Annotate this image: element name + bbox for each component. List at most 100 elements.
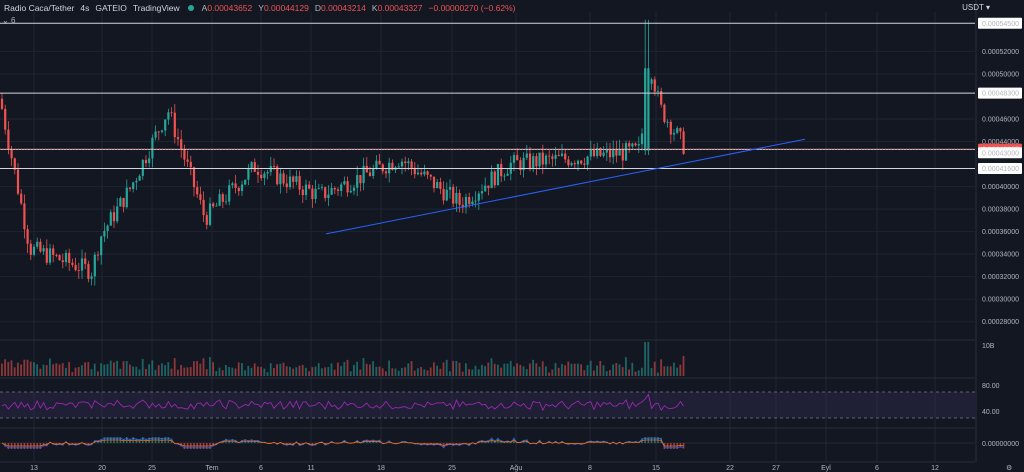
- volume-bar: [365, 363, 368, 376]
- candle-body: [186, 159, 189, 162]
- volume-bar: [426, 370, 429, 376]
- interval-label[interactable]: 4s: [80, 3, 90, 13]
- price-axis-label: 0.00028000: [982, 319, 1019, 326]
- candle-body: [458, 192, 461, 205]
- candle-body: [624, 143, 628, 161]
- volume-bar: [106, 363, 109, 376]
- candle-body: [272, 166, 276, 167]
- candle-body: [413, 167, 416, 175]
- volume-bar: [276, 364, 278, 376]
- candle-body: [682, 131, 685, 154]
- candle-body: [106, 225, 109, 231]
- candle-body: [426, 171, 429, 175]
- volume-bar: [42, 364, 45, 376]
- volume-bar: [621, 367, 624, 376]
- volume-bar: [273, 367, 275, 376]
- candle-body: [650, 79, 653, 84]
- volume-bar: [292, 368, 294, 376]
- volume-bar: [442, 362, 445, 376]
- time-tick-label: 18: [377, 465, 385, 472]
- candle-body: [381, 164, 384, 172]
- rsi-band: [0, 392, 975, 418]
- volume-bar: [65, 367, 67, 376]
- candle-body: [20, 193, 23, 204]
- volume-bar: [612, 364, 614, 376]
- price-axis-label: 0.00032000: [982, 274, 1019, 281]
- volume-bar: [513, 366, 515, 376]
- volume-bar: [87, 361, 90, 376]
- candle-body: [420, 172, 423, 175]
- volume-bar: [375, 366, 378, 376]
- change-value: −0.00000270 (−0.62%): [428, 3, 516, 13]
- volume-bar: [369, 364, 371, 376]
- volume-bar: [93, 363, 96, 376]
- candle-body: [512, 155, 516, 163]
- candle-body: [90, 276, 93, 279]
- candle-body: [128, 187, 132, 189]
- volume-bar: [455, 360, 458, 376]
- symbol-name[interactable]: Radio Caca/Tether: [4, 3, 75, 13]
- volume-bar: [618, 364, 621, 376]
- candle-body: [247, 168, 250, 180]
- volume-bar: [413, 370, 416, 376]
- candle-body: [538, 152, 541, 167]
- volume-bar: [167, 362, 170, 376]
- candle-body: [551, 156, 554, 159]
- volume-bar: [305, 367, 307, 376]
- candle-body: [368, 172, 372, 177]
- candle-body: [487, 185, 490, 189]
- volume-bar: [381, 368, 384, 376]
- volume-bar: [125, 361, 128, 376]
- candle-body: [672, 132, 676, 135]
- candle-body: [4, 108, 7, 130]
- currency-label: USDT: [962, 3, 984, 12]
- volume-bar: [349, 371, 352, 376]
- time-tick-label: 6: [875, 465, 879, 472]
- volume-bar: [554, 362, 557, 376]
- currency-selector[interactable]: USDT ▾: [962, 3, 990, 12]
- volume-bar: [682, 355, 685, 376]
- volume-bar: [420, 366, 422, 376]
- volume-bar: [241, 363, 243, 376]
- macd-signal-line: [1, 439, 684, 447]
- candle-body: [173, 112, 176, 138]
- volume-bar: [180, 364, 182, 376]
- candle-body: [320, 187, 324, 189]
- candle-body: [256, 171, 260, 175]
- candle-body: [170, 112, 173, 114]
- candle-body: [212, 203, 215, 207]
- candle-body: [250, 162, 253, 169]
- candle-body: [663, 104, 666, 122]
- candle-body: [16, 169, 20, 194]
- candle-body: [164, 119, 167, 131]
- candle-body: [628, 143, 631, 147]
- candle-body: [39, 241, 42, 252]
- source-label: TradingView: [132, 3, 180, 13]
- volume-bar: [324, 367, 326, 376]
- volume-bar: [516, 363, 518, 376]
- candle-body: [288, 176, 292, 188]
- volume-bar: [58, 364, 61, 376]
- candle-body: [240, 184, 244, 192]
- volume-bar: [570, 363, 573, 376]
- volume-bar: [557, 367, 560, 376]
- gear-icon[interactable]: ⚙: [1006, 464, 1012, 472]
- indicators-toggle[interactable]: ⌄ 6: [2, 16, 15, 25]
- volume-bar: [33, 362, 35, 376]
- candle-body: [224, 201, 228, 203]
- chevron-down-icon[interactable]: ⌄: [2, 16, 9, 25]
- volume-bar: [653, 361, 656, 376]
- time-tick-label: 15: [652, 465, 660, 472]
- volume-bar: [186, 367, 189, 376]
- volume-bar: [525, 369, 528, 376]
- candle-body: [445, 189, 448, 201]
- candle-body: [112, 212, 116, 222]
- candle-body: [349, 190, 352, 193]
- volume-bar: [173, 358, 176, 376]
- candle-body: [196, 187, 199, 195]
- candle-body: [439, 182, 442, 189]
- volume-bar: [481, 364, 483, 376]
- candle-body: [10, 148, 13, 159]
- level-price-badge: [978, 17, 1022, 29]
